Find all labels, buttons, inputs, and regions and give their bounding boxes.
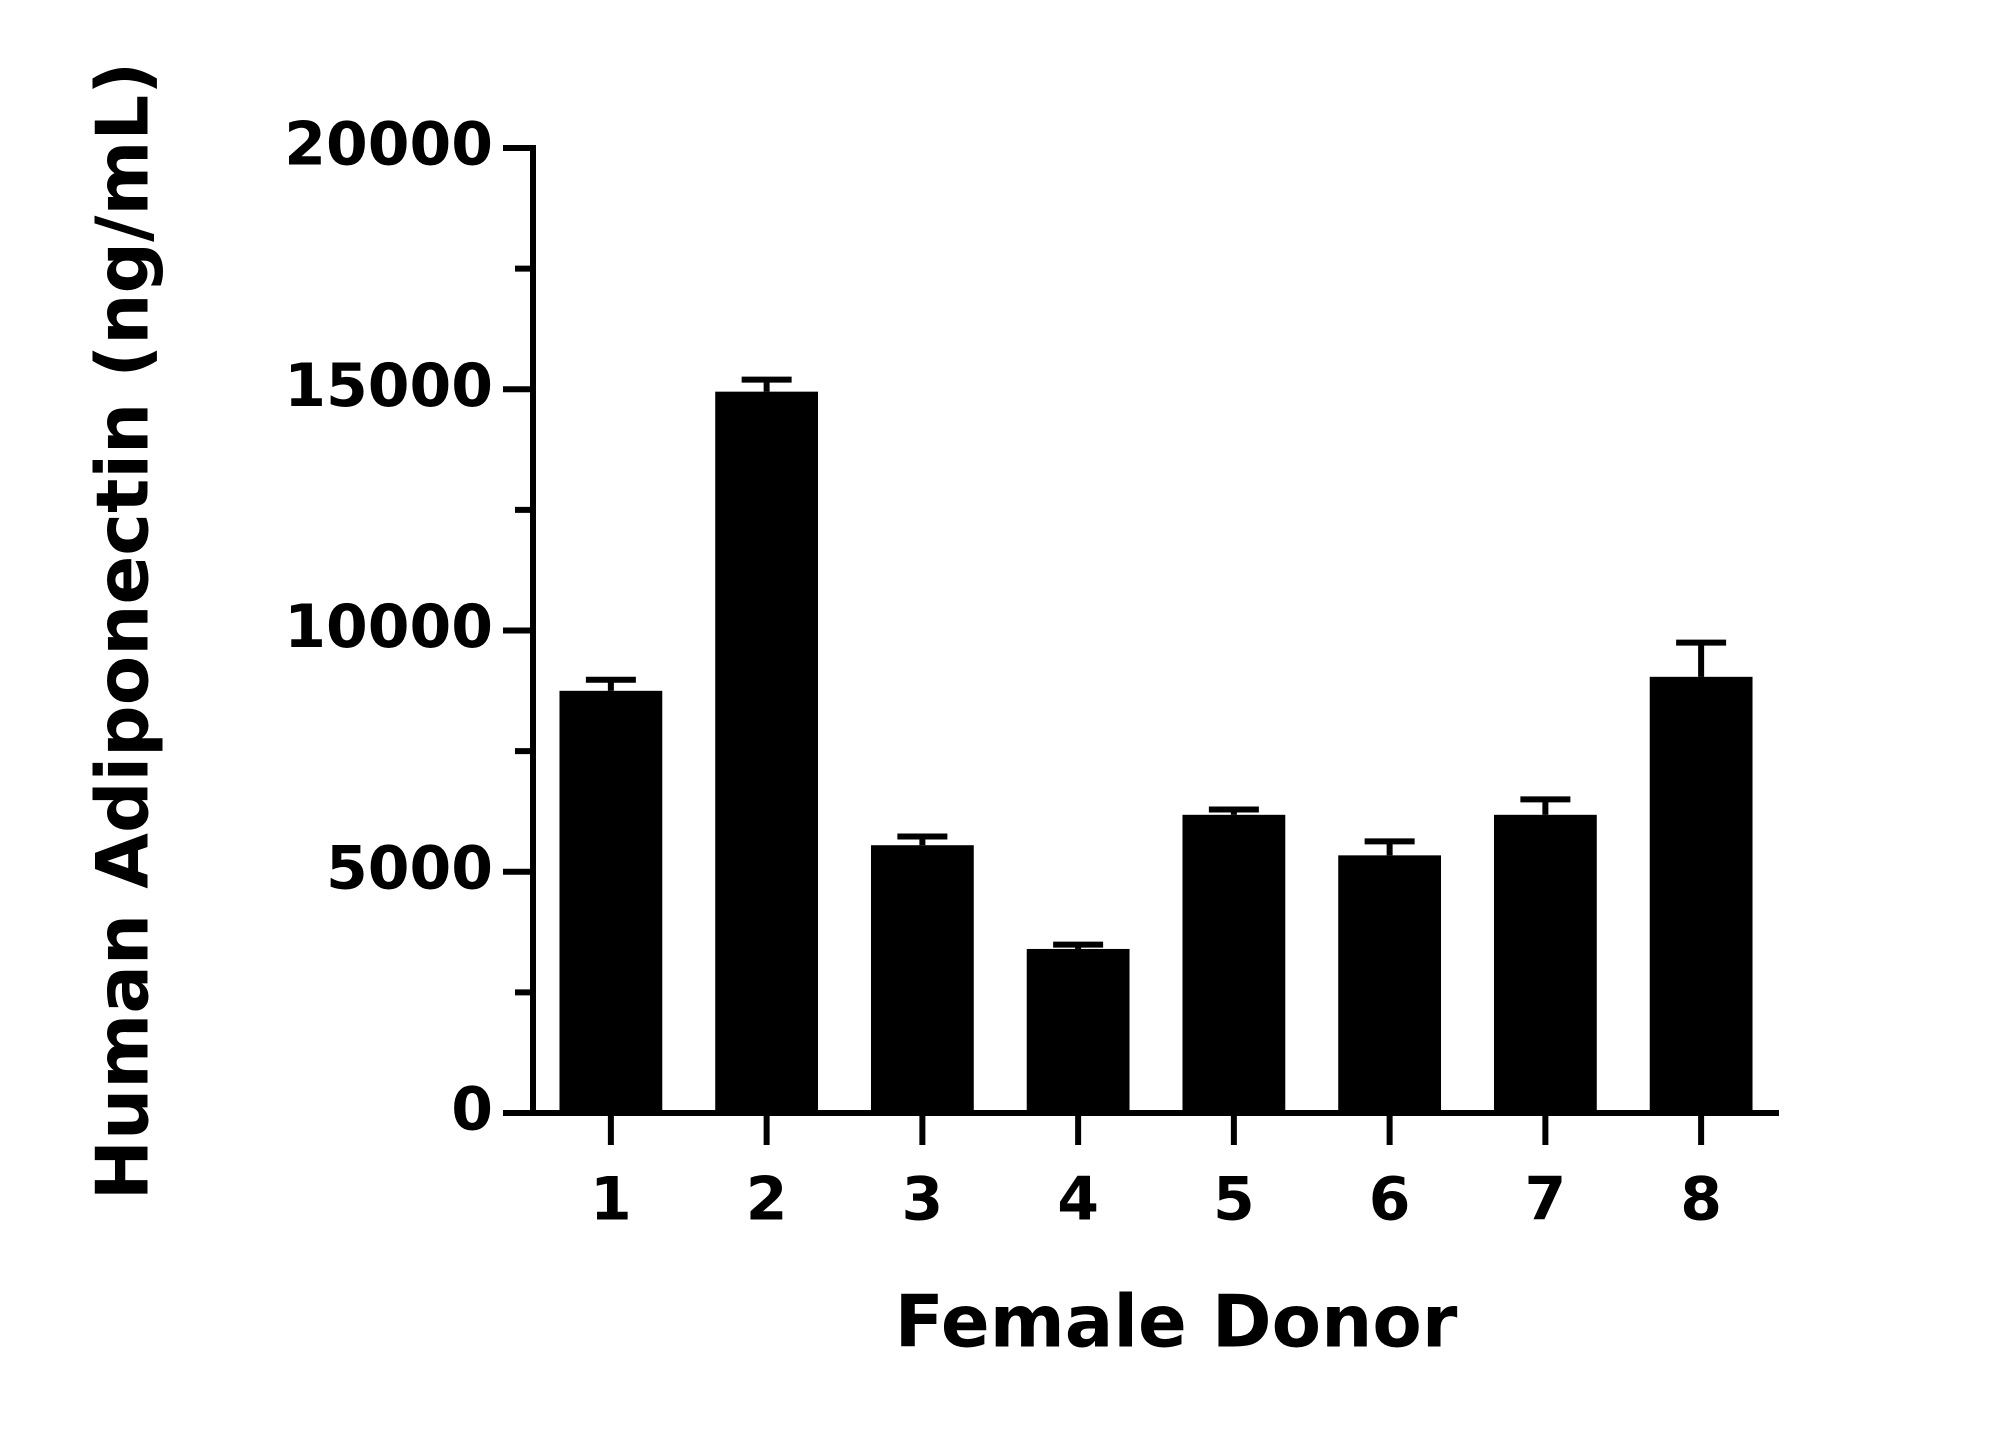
bar [1649,676,1753,1113]
x-tick-label: 3 [902,1165,944,1235]
x-tick-label: 1 [590,1165,632,1235]
error-bar [1364,838,1415,856]
y-axis-title: Human Adiponectin (ng/mL) [81,62,165,1200]
bar [870,845,974,1113]
error-bar [1208,806,1259,815]
y-tick-label: 0 [451,1075,493,1145]
bar [1493,814,1597,1113]
bar [1182,814,1286,1113]
y-tick-label: 10000 [284,592,493,662]
bar [1338,855,1442,1113]
x-tick-label: 8 [1680,1165,1722,1235]
bar [715,391,819,1114]
x-tick-label: 7 [1525,1165,1567,1235]
error-bar [585,676,636,691]
y-tick-label: 5000 [326,833,493,903]
x-tick-label: 5 [1213,1165,1255,1235]
error-bar [741,376,792,392]
y-tick-label: 15000 [284,351,493,421]
x-axis-title: Female Donor [895,1280,1458,1364]
error-bar [1520,796,1571,815]
bar [1026,948,1130,1113]
error-bar [897,833,948,846]
error-bar [1676,639,1727,677]
y-tick-label: 20000 [284,110,493,180]
x-tick-label: 4 [1057,1165,1099,1235]
x-tick-label: 6 [1369,1165,1411,1235]
x-tick-label: 2 [746,1165,788,1235]
bar [559,690,663,1113]
error-bar [1053,941,1104,949]
